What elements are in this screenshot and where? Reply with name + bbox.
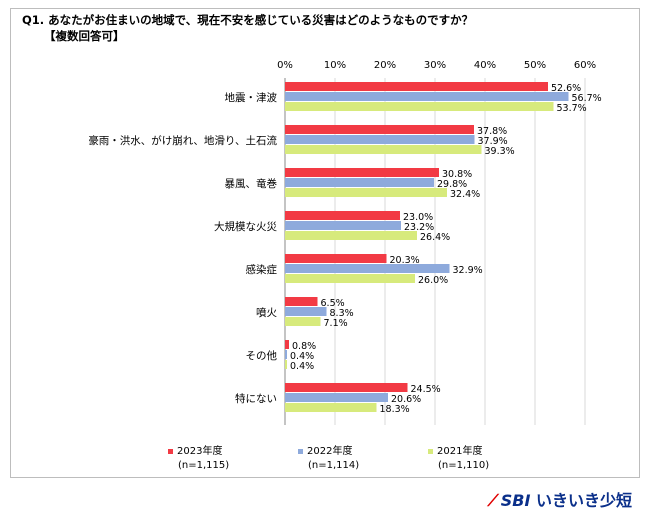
legend-marker-2022 (298, 448, 303, 454)
bar (285, 350, 287, 359)
category-label: その他 (246, 349, 278, 362)
data-label: 26.0% (418, 275, 448, 286)
bar (285, 221, 401, 230)
bar (285, 125, 474, 134)
x-tick-label: 60% (574, 60, 596, 71)
bar (285, 82, 548, 91)
data-label: 37.8% (477, 126, 507, 137)
x-tick-label: 30% (424, 60, 446, 71)
data-label: 29.8% (437, 179, 467, 190)
category-label: 暴風、竜巻 (225, 177, 278, 190)
data-label: 26.4% (420, 232, 450, 243)
legend-label-2023: 2023年度 (177, 446, 223, 457)
legend-item-2023: 2023年度 (n=1,115) (168, 442, 229, 471)
category-label: 感染症 (246, 263, 278, 276)
bar (285, 317, 321, 326)
x-tick-label: 10% (324, 60, 346, 71)
data-label: 20.3% (390, 255, 420, 266)
data-label: 0.4% (290, 351, 314, 362)
swoosh-icon: ⟋ (487, 491, 499, 510)
category-label: 地震・津波 (225, 91, 278, 104)
x-tick-label: 20% (374, 60, 396, 71)
x-tick-label: 40% (474, 60, 496, 71)
data-label: 6.5% (321, 298, 345, 309)
bar (285, 383, 408, 392)
data-label: 8.3% (330, 308, 354, 319)
legend-marker-2023 (168, 448, 173, 454)
bar (285, 340, 289, 349)
data-label: 0.8% (292, 341, 316, 352)
data-label: 52.6% (551, 83, 581, 94)
bar (285, 274, 415, 283)
bar (285, 92, 569, 101)
category-label: 噴火 (256, 307, 277, 319)
legend-n-2022: (n=1,114) (308, 460, 360, 471)
legend-label-2022: 2022年度 (307, 446, 353, 457)
bar (285, 102, 554, 111)
logo-name: いきいき少短 (535, 491, 632, 510)
bar (285, 135, 475, 144)
sbi-logo: ⟋ SBI いきいき少短 (488, 487, 632, 511)
data-label: 18.3% (380, 404, 410, 415)
data-label: 0.4% (290, 361, 314, 372)
legend-n-2023: (n=1,115) (178, 460, 230, 471)
data-label: 56.7% (572, 93, 602, 104)
bar (285, 145, 482, 154)
data-label: 23.0% (403, 212, 433, 223)
data-label: 53.7% (557, 103, 587, 114)
legend-item-2022: 2022年度 (n=1,114) (298, 442, 359, 471)
bar (285, 297, 318, 306)
category-label: 大規模な火災 (214, 220, 277, 233)
category-label: 特にない (235, 393, 277, 405)
data-label: 23.2% (404, 222, 434, 233)
data-label: 32.9% (453, 265, 483, 276)
bar (285, 178, 434, 187)
data-label: 30.8% (442, 169, 472, 180)
question-note: 【複数回答可】 (44, 29, 125, 43)
bar (285, 403, 377, 412)
bar (285, 264, 450, 273)
data-label: 32.4% (450, 189, 480, 200)
data-label: 20.6% (391, 394, 421, 405)
logo-brand: SBI (500, 491, 531, 510)
question-title: Q1. あなたがお住まいの地域で、現在不安を感じている災害はどのようなものですか… (22, 13, 474, 27)
category-label: 豪雨・洪水、がけ崩れ、地滑り、土石流 (88, 134, 277, 147)
x-tick-label: 0% (277, 60, 293, 71)
legend-marker-2021 (428, 448, 433, 454)
bar (285, 188, 447, 197)
bar (285, 168, 439, 177)
legend-n-2021: (n=1,110) (438, 460, 490, 471)
chart-frame (10, 8, 640, 478)
bar (285, 211, 400, 220)
legend-label-2021: 2021年度 (437, 446, 483, 457)
data-label: 39.3% (485, 146, 515, 157)
bar (285, 307, 327, 316)
data-label: 37.9% (478, 136, 508, 147)
bar (285, 393, 388, 402)
bar (285, 254, 387, 263)
bar (285, 231, 417, 240)
bar (285, 360, 287, 369)
data-label: 24.5% (411, 384, 441, 395)
x-tick-label: 50% (524, 60, 546, 71)
legend-item-2021: 2021年度 (n=1,110) (428, 442, 489, 471)
data-label: 7.1% (324, 318, 348, 329)
